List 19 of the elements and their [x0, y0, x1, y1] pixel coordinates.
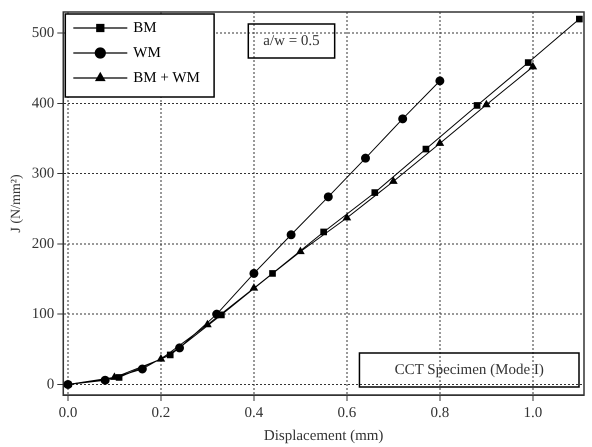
- legend-label: BM + WM: [133, 70, 200, 86]
- y-tick-label: 500: [32, 25, 54, 42]
- y-tick-label: 300: [32, 166, 54, 182]
- x-tick-label: 0.0: [58, 404, 78, 421]
- x-tick-label: 1.0: [523, 404, 542, 421]
- y-tick-label: 200: [32, 236, 54, 252]
- x-tick-label: 0.8: [430, 404, 450, 421]
- x-axis-title: Displacement (mm): [264, 428, 384, 444]
- legend-label: BM: [133, 20, 157, 36]
- annotation: a/w = 0.5: [263, 32, 320, 49]
- y-tick-label: 400: [32, 95, 54, 112]
- y-axis-title: J (N/mm²): [9, 174, 24, 233]
- annotation: CCT Specimen (Mode I): [394, 362, 544, 378]
- y-tick-label: 100: [32, 306, 54, 322]
- x-tick-label: 0.4: [244, 404, 264, 421]
- legend-label: WM: [133, 44, 161, 61]
- x-tick-label: 0.2: [152, 404, 170, 421]
- x-tick-label: 0.6: [338, 404, 357, 421]
- y-tick-label: 0: [46, 376, 54, 392]
